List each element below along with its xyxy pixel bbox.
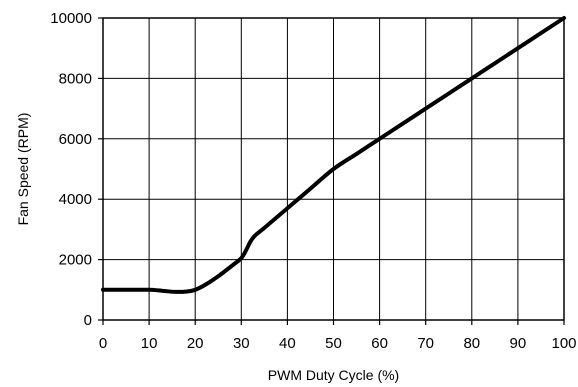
series-line: [101, 16, 566, 294]
x-tick-label: 80: [463, 335, 480, 352]
x-tick-label: 60: [371, 335, 388, 352]
x-axis-ticks: 0 10 20 30 40 50 60 70 80 90 100: [99, 320, 577, 352]
x-tick-label: 70: [417, 335, 434, 352]
plot-frame: [102, 17, 565, 321]
x-tick-label: 10: [141, 335, 158, 352]
x-tick-label: 20: [187, 335, 204, 352]
x-tick-label: 50: [325, 335, 342, 352]
x-tick-label: 0: [99, 335, 107, 352]
y-axis-title: Fan Speed (RPM): [15, 113, 31, 226]
x-tick-label: 40: [279, 335, 296, 352]
y-tick-label: 6000: [59, 131, 92, 148]
y-tick-label: 4000: [59, 191, 92, 208]
series-layer: [101, 16, 566, 294]
x-axis-title: PWM Duty Cycle (%): [268, 367, 399, 383]
y-tick-label: 0: [84, 312, 92, 329]
x-tick-label: 30: [233, 335, 250, 352]
y-tick-label: 8000: [59, 70, 92, 87]
y-axis-ticks: 0 2000 4000 6000 8000 10000: [50, 10, 103, 329]
x-tick-label: 100: [551, 335, 576, 352]
x-tick-label: 90: [510, 335, 527, 352]
y-tick-label: 10000: [50, 10, 92, 27]
y-tick-label: 2000: [59, 252, 92, 269]
